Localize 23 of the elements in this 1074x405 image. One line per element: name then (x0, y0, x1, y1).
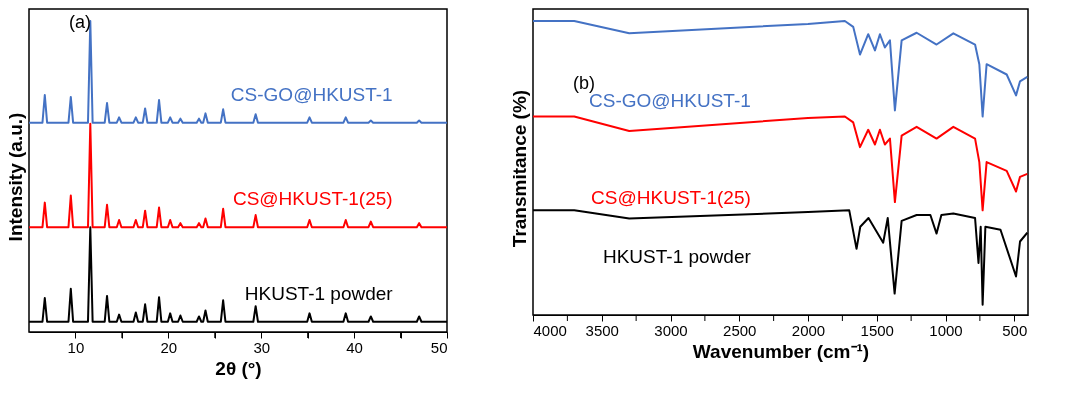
text: CS@HKUST-1(25) (591, 186, 751, 208)
x-tick-label: 30 (253, 338, 271, 356)
x-axis-title: Wavenumber (cm⁻¹) (692, 340, 870, 362)
annotation: (a) (69, 12, 91, 32)
x-axis-title: 2θ (°) (215, 357, 262, 379)
x-tick-label: 500 (1002, 321, 1028, 339)
x-tick-label: 1500 (860, 321, 894, 339)
series-label: HKUST-1 powder (602, 245, 752, 267)
y-axis-title: Intensity (a.u.) (4, 112, 26, 242)
x-tick-label: 40 (346, 338, 363, 356)
series-label: CS-GO@HKUST-1 (230, 83, 393, 105)
series-label: HKUST-1 powder (244, 282, 394, 304)
x-tick-label: 3500 (585, 321, 619, 339)
x-tick-label: 10 (67, 338, 85, 356)
series-label: CS@HKUST-1(25) (232, 188, 393, 210)
y-axis-title: Transmitance (%) (508, 89, 530, 248)
x-tick-label: 4000 (533, 321, 567, 339)
x-tick-label: 2000 (791, 321, 826, 339)
x-tick-label: 2500 (723, 321, 757, 339)
x-tick-label: 50 (430, 338, 448, 356)
x-tick-label: 1000 (929, 321, 963, 339)
x-tick-label: 3000 (654, 321, 688, 339)
x-tick-label: 20 (160, 338, 178, 356)
